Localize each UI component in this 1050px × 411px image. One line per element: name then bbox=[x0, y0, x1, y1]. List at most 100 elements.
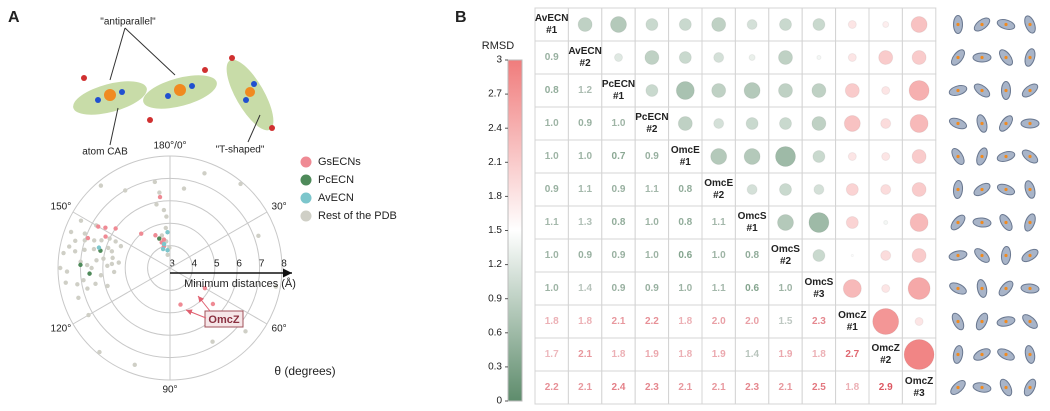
thumbnail-center bbox=[1004, 22, 1008, 27]
data-point bbox=[75, 282, 80, 287]
rmsd-circle bbox=[812, 18, 826, 31]
data-point bbox=[110, 255, 115, 261]
value-label: 1.0 bbox=[545, 283, 559, 294]
rmsd-circle bbox=[881, 86, 891, 95]
value-label: 1.8 bbox=[612, 349, 626, 360]
data-point bbox=[105, 283, 110, 289]
value-label: 0.8 bbox=[745, 250, 759, 261]
value-label: 2.0 bbox=[712, 316, 726, 327]
data-point bbox=[103, 225, 108, 230]
value-label: 0.9 bbox=[612, 283, 626, 294]
thumbnail-center bbox=[980, 253, 984, 258]
data-point bbox=[63, 280, 68, 285]
value-label: 0.9 bbox=[612, 250, 626, 261]
theta-tick-label: 30° bbox=[272, 202, 287, 213]
cell bbox=[801, 304, 837, 339]
matrix-label: AvECN bbox=[568, 46, 602, 57]
value-label: 1.0 bbox=[578, 151, 592, 162]
rmsd-circle bbox=[911, 182, 927, 197]
grid-spoke bbox=[169, 267, 268, 325]
data-point bbox=[238, 181, 243, 187]
cell bbox=[567, 106, 603, 141]
theta-axis-label: θ (degrees) bbox=[274, 364, 335, 378]
cell bbox=[601, 139, 636, 174]
data-point bbox=[97, 349, 102, 355]
rmsd-circle bbox=[713, 118, 725, 129]
cell bbox=[734, 370, 770, 405]
data-point bbox=[82, 231, 88, 236]
rmsd-circle bbox=[614, 53, 623, 62]
rmsd-circle bbox=[812, 150, 826, 163]
thumbnail-center bbox=[1028, 286, 1032, 291]
theta-tick-label: 180°/0° bbox=[153, 141, 186, 152]
thumbnail-center bbox=[1004, 253, 1008, 258]
value-label: 0.7 bbox=[612, 151, 626, 162]
cell bbox=[634, 304, 670, 339]
thumbnail-center bbox=[956, 385, 960, 390]
rmsd-circle bbox=[843, 115, 861, 132]
data-point bbox=[109, 249, 115, 254]
data-point bbox=[96, 224, 101, 229]
thumbnail-center bbox=[1028, 319, 1032, 324]
grid-spoke bbox=[169, 211, 268, 269]
theta-tick-label: 150° bbox=[51, 202, 72, 213]
callout: OmcZ bbox=[208, 314, 239, 326]
colorbar-tick-label: 1.2 bbox=[488, 259, 502, 270]
thumbnail-center bbox=[980, 154, 984, 159]
value-label: 2.2 bbox=[545, 382, 559, 393]
matrix-label-num: #1 bbox=[747, 223, 759, 234]
data-point bbox=[256, 233, 261, 239]
r-tick-label: 8 bbox=[281, 259, 287, 270]
value-label: 1.4 bbox=[578, 283, 592, 294]
thumbnail-center bbox=[956, 187, 960, 192]
data-point bbox=[164, 214, 169, 219]
cell bbox=[701, 271, 736, 306]
cell bbox=[835, 304, 870, 339]
data-point bbox=[157, 194, 163, 200]
value-label: 1.8 bbox=[578, 316, 592, 327]
legend-label: Rest of the PDB bbox=[318, 210, 397, 222]
data-point bbox=[160, 246, 166, 252]
matrix-label-num: #2 bbox=[880, 355, 892, 366]
value-label: 2.1 bbox=[678, 382, 692, 393]
callout-arrow bbox=[185, 309, 207, 319]
data-point bbox=[105, 263, 110, 269]
rmsd-circle bbox=[880, 184, 892, 195]
rmsd-circle bbox=[677, 116, 693, 131]
data-point bbox=[161, 207, 167, 213]
value-label: 1.7 bbox=[545, 349, 559, 360]
value-label: 0.8 bbox=[678, 184, 692, 195]
cell bbox=[701, 370, 736, 405]
rmsd-circle bbox=[845, 216, 859, 229]
rmsd-circle bbox=[713, 52, 725, 63]
rmsd-circle bbox=[811, 83, 827, 98]
matrix-label-num: #1 bbox=[546, 25, 558, 36]
rmsd-circle bbox=[847, 152, 857, 161]
rmsd-circle bbox=[746, 19, 758, 30]
data-point bbox=[118, 243, 124, 249]
rmsd-circle bbox=[911, 149, 927, 164]
thumbnail-center bbox=[1004, 385, 1008, 390]
data-point bbox=[96, 245, 102, 250]
cell bbox=[734, 172, 770, 207]
value-label: 2.3 bbox=[812, 316, 826, 327]
data-point bbox=[78, 262, 83, 268]
value-label: 0.6 bbox=[678, 250, 692, 261]
cell bbox=[534, 106, 569, 141]
data-point bbox=[159, 233, 165, 238]
data-point bbox=[67, 244, 72, 249]
data-point bbox=[153, 233, 158, 238]
r-tick-label: 5 bbox=[214, 259, 220, 270]
matrix-label-num: #3 bbox=[914, 388, 926, 399]
data-point bbox=[107, 236, 112, 241]
data-point bbox=[116, 260, 121, 265]
cell bbox=[601, 370, 636, 405]
cell bbox=[701, 205, 736, 240]
data-point bbox=[152, 179, 158, 185]
cell bbox=[634, 370, 670, 405]
rmsd-circle bbox=[775, 146, 796, 167]
rmsd-circle bbox=[909, 213, 929, 232]
data-point bbox=[73, 238, 78, 244]
value-label: 1.0 bbox=[678, 283, 692, 294]
